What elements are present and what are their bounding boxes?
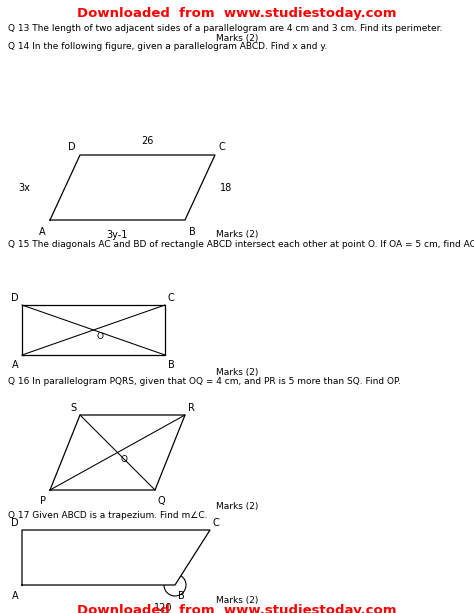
Text: R: R: [188, 403, 195, 413]
Text: Q 17 Given ABCD is a trapezium. Find m∠C.: Q 17 Given ABCD is a trapezium. Find m∠C…: [8, 511, 208, 520]
Text: C: C: [213, 518, 220, 528]
Text: 3y-1: 3y-1: [106, 230, 128, 240]
Text: Marks (2): Marks (2): [216, 596, 258, 605]
Text: C: C: [168, 293, 175, 303]
Text: P: P: [40, 496, 46, 506]
Text: Downloaded  from  www.studiestoday.com: Downloaded from www.studiestoday.com: [77, 7, 397, 20]
Text: B: B: [178, 591, 185, 601]
Text: Q 16 In parallelogram PQRS, given that OQ = 4 cm, and PR is 5 more than SQ. Find: Q 16 In parallelogram PQRS, given that O…: [8, 377, 401, 386]
Text: Q 15 The diagonals AC and BD of rectangle ABCD intersect each other at point O. : Q 15 The diagonals AC and BD of rectangl…: [8, 240, 474, 249]
Text: Q 14 In the following figure, given a parallelogram ABCD. Find x and y.: Q 14 In the following figure, given a pa…: [8, 42, 328, 51]
Text: 18: 18: [220, 183, 232, 193]
Text: Marks (2): Marks (2): [216, 368, 258, 377]
Text: B: B: [189, 227, 196, 237]
Text: 3x: 3x: [18, 183, 30, 193]
Text: 120: 120: [154, 603, 172, 613]
Text: D: D: [11, 293, 19, 303]
Text: B: B: [168, 360, 175, 370]
Text: A: A: [39, 227, 46, 237]
Text: A: A: [12, 591, 19, 601]
Text: Q: Q: [158, 496, 165, 506]
Text: D: D: [11, 518, 19, 528]
Text: Marks (2): Marks (2): [216, 34, 258, 43]
Text: O: O: [120, 454, 128, 463]
Text: A: A: [12, 360, 19, 370]
Text: S: S: [71, 403, 77, 413]
Text: Downloaded  from  www.studiestoday.com: Downloaded from www.studiestoday.com: [77, 604, 397, 613]
Text: Q 13 The length of two adjacent sides of a parallelogram are 4 cm and 3 cm. Find: Q 13 The length of two adjacent sides of…: [8, 24, 442, 33]
Text: D: D: [68, 142, 76, 152]
Text: Marks (2): Marks (2): [216, 230, 258, 239]
Text: 26: 26: [141, 136, 153, 146]
Text: C: C: [219, 142, 226, 152]
Text: O: O: [97, 332, 103, 341]
Text: Marks (2): Marks (2): [216, 502, 258, 511]
